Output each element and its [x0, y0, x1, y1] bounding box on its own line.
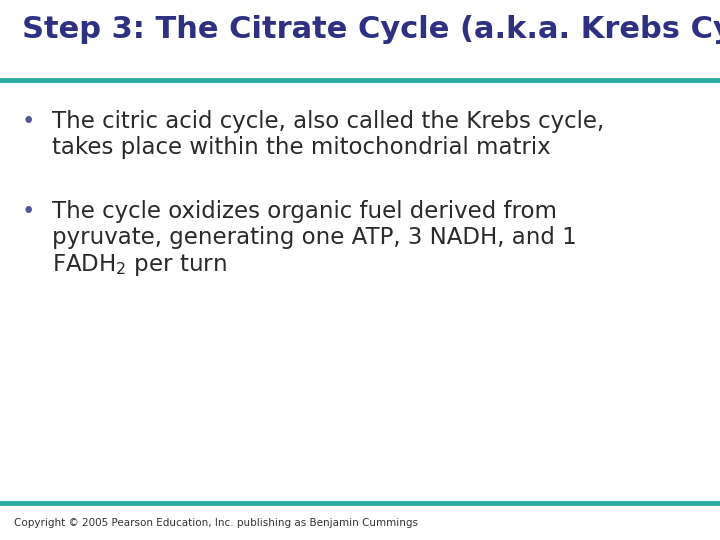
Text: takes place within the mitochondrial matrix: takes place within the mitochondrial mat…	[52, 136, 551, 159]
Text: FADH$_2$ per turn: FADH$_2$ per turn	[52, 252, 227, 278]
Text: The cycle oxidizes organic fuel derived from: The cycle oxidizes organic fuel derived …	[52, 200, 557, 223]
Text: The citric acid cycle, also called the Krebs cycle,: The citric acid cycle, also called the K…	[52, 110, 604, 133]
Text: •: •	[22, 200, 35, 223]
Text: •: •	[22, 110, 35, 133]
Text: Copyright © 2005 Pearson Education, Inc. publishing as Benjamin Cummings: Copyright © 2005 Pearson Education, Inc.…	[14, 518, 418, 528]
Text: Step 3: The Citrate Cycle (a.k.a. Krebs Cycle): Step 3: The Citrate Cycle (a.k.a. Krebs …	[22, 15, 720, 44]
Text: pyruvate, generating one ATP, 3 NADH, and 1: pyruvate, generating one ATP, 3 NADH, an…	[52, 226, 577, 249]
